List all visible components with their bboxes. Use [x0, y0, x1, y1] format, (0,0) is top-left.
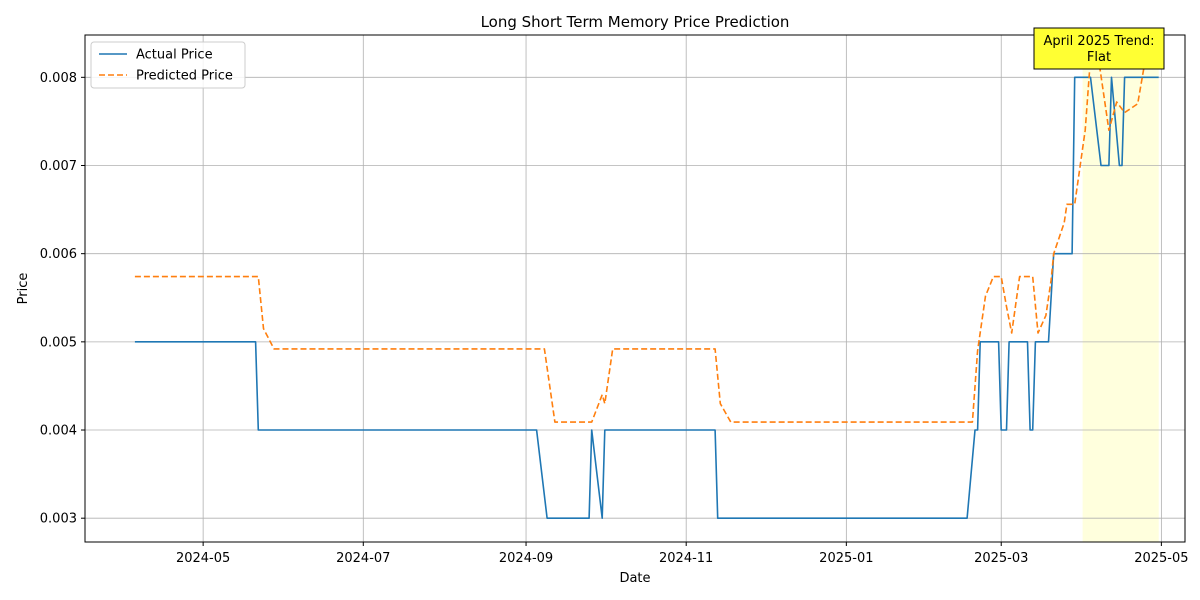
- actual-price-line: [134, 76, 1159, 519]
- x-tick-label: 2024-09: [499, 551, 553, 566]
- y-tick-label: 0.006: [40, 247, 77, 262]
- y-tick-label: 0.004: [40, 424, 77, 439]
- y-tick-label: 0.008: [40, 71, 77, 86]
- predicted-price-line: [134, 57, 1159, 423]
- x-tick-label: 2024-11: [659, 551, 713, 566]
- y-tick-label: 0.005: [40, 335, 77, 350]
- chart-title: Long Short Term Memory Price Prediction: [481, 13, 790, 31]
- series-layer: [134, 57, 1159, 519]
- grid-layer: [85, 35, 1185, 542]
- y-tick-label: 0.003: [40, 512, 77, 527]
- tick-layer: 2024-05 2024-07 2024-09 2024-11 2025-01 2025-…: [40, 71, 1189, 566]
- trend-annotation: April 2025 Trend:Flat: [1033, 27, 1165, 70]
- x-axis-label: Date: [619, 571, 650, 586]
- annotation-box: [1033, 27, 1165, 70]
- y-axis-label: Price: [16, 273, 31, 305]
- plot-frame: [84, 34, 1186, 543]
- annotation-text: Flat: [1087, 50, 1111, 65]
- y-tick-label: 0.007: [40, 159, 77, 174]
- x-tick-label: 2025-01: [819, 551, 873, 566]
- x-tick-label: 2024-07: [336, 551, 390, 566]
- x-tick-label: 2025-05: [1134, 551, 1188, 566]
- legend-box: [90, 41, 246, 89]
- x-tick-label: 2025-03: [974, 551, 1028, 566]
- legend-label: Predicted Price: [136, 69, 233, 84]
- annotation-text: April 2025 Trend:: [1043, 34, 1154, 49]
- legend-label: Actual Price: [136, 48, 213, 63]
- x-tick-label: 2024-05: [176, 551, 230, 566]
- legend: Actual Price Predicted Price: [90, 41, 246, 89]
